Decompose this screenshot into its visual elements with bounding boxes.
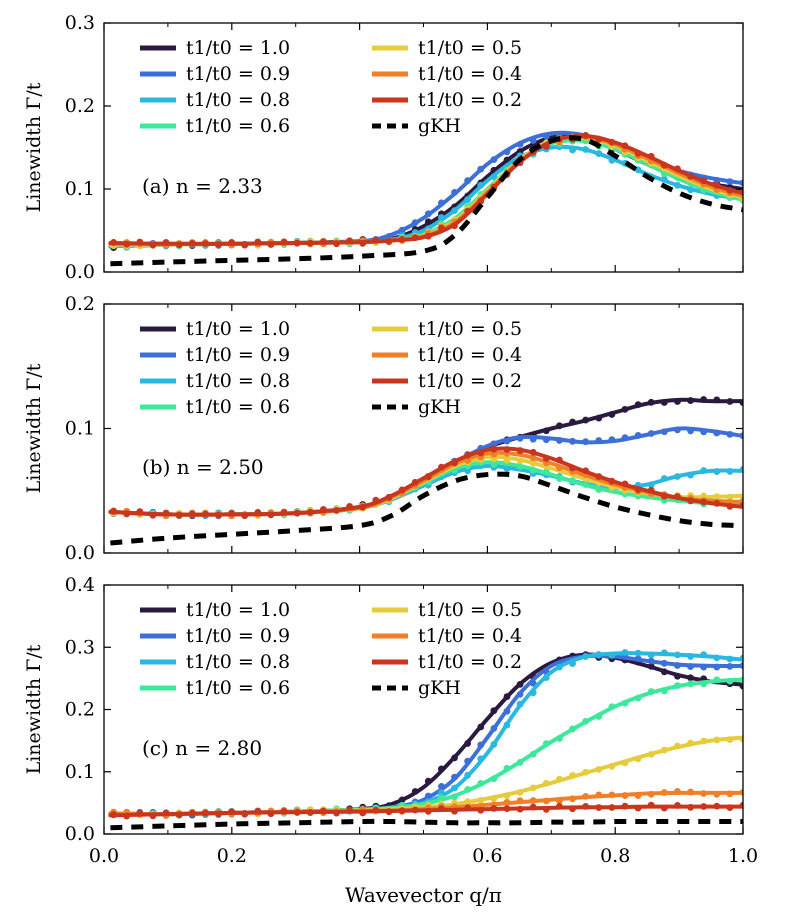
x-tick-label: 0.8: [600, 845, 630, 867]
legend-label: t1/t0 = 0.9: [186, 625, 290, 647]
y-tick-label: 0.4: [65, 574, 95, 596]
y-tick-label: 0.2: [65, 95, 95, 117]
series-line-gkh: [110, 818, 743, 831]
legend-label: t1/t0 = 0.4: [418, 625, 522, 647]
x-tick-label: 0.0: [89, 845, 119, 867]
legend-label: t1/t0 = 0.9: [186, 344, 290, 366]
y-tick-label: 0.2: [65, 293, 95, 315]
y-tick-label: 0.1: [65, 178, 95, 200]
series-line-gkh: [110, 471, 743, 546]
legend-label: t1/t0 = 0.5: [418, 37, 522, 59]
series-line: [108, 804, 743, 818]
y-axis-label: Linewidth Γ/t: [23, 82, 45, 212]
plot-area: [108, 649, 743, 831]
legend-label: t1/t0 = 0.6: [186, 396, 290, 418]
legend-label: gKH: [418, 115, 461, 137]
legend-label: t1/t0 = 0.8: [186, 370, 290, 392]
panel-annotation: (b) n = 2.50: [142, 455, 264, 479]
plot-area: [108, 396, 743, 546]
y-tick-label: 0.3: [65, 12, 95, 34]
panel-annotation: (a) n = 2.33: [142, 174, 263, 198]
legend-label: gKH: [418, 396, 461, 418]
legend-label: gKH: [418, 677, 461, 699]
panel-c: 0.0 0.2 0.4 0.6 0.8 1.0 0.0 0.1 0.2 0.3 0.4 Linewid…: [23, 574, 758, 907]
panel-annotation: (c) n = 2.80: [142, 736, 262, 760]
legend-label: t1/t0 = 0.8: [186, 651, 290, 673]
y-tick-label: 0.0: [65, 261, 95, 283]
legend-label: t1/t0 = 1.0: [186, 318, 290, 340]
y-tick-label: 0.2: [65, 699, 95, 721]
legend-label: t1/t0 = 0.2: [418, 370, 522, 392]
plot-area: [108, 130, 743, 267]
legend-label: t1/t0 = 1.0: [186, 37, 290, 59]
y-tick-label: 0.1: [65, 761, 95, 783]
panel-a: 0.0 0.1 0.2 0.3 Linewidth Γ/t (a) n = 2.33 t1/…: [23, 12, 744, 283]
y-tick-label: 0.0: [65, 542, 95, 564]
legend-label: t1/t0 = 0.9: [186, 63, 290, 85]
legend: t1/t0 = 1.0 t1/t0 = 0.9 t1/t0 = 0.8 t1/t0 =…: [140, 599, 522, 699]
legend: t1/t0 = 1.0 t1/t0 = 0.9 t1/t0 = 0.8 t1/t0 =…: [140, 37, 522, 137]
x-axis-label: Wavevector q/π: [345, 883, 502, 907]
series-line-gkh: [110, 135, 743, 267]
panel-b: 0.0 0.1 0.2 Linewidth Γ/t (b) n = 2.50 t1/t0 …: [23, 293, 744, 564]
x-tick-label: 0.6: [472, 845, 502, 867]
legend-label: t1/t0 = 1.0: [186, 599, 290, 621]
x-tick-label: 0.4: [344, 845, 374, 867]
legend-label: t1/t0 = 0.2: [418, 651, 522, 673]
legend-label: t1/t0 = 0.6: [186, 677, 290, 699]
legend-label: t1/t0 = 0.4: [418, 344, 522, 366]
legend-label: t1/t0 = 0.5: [418, 318, 522, 340]
y-tick-label: 0.0: [65, 823, 95, 845]
x-tick-label: 0.2: [217, 845, 247, 867]
legend: t1/t0 = 1.0 t1/t0 = 0.9 t1/t0 = 0.8 t1/t0 =…: [140, 318, 522, 418]
y-axis-label: Linewidth Γ/t: [23, 363, 45, 493]
axes-frame: [103, 584, 744, 835]
legend-label: t1/t0 = 0.2: [418, 89, 522, 111]
y-tick-label: 0.3: [65, 636, 95, 658]
legend-label: t1/t0 = 0.5: [418, 599, 522, 621]
legend-label: t1/t0 = 0.6: [186, 115, 290, 137]
legend-label: t1/t0 = 0.8: [186, 89, 290, 111]
x-tick-label: 1.0: [728, 845, 758, 867]
y-axis-label: Linewidth Γ/t: [23, 644, 45, 774]
y-tick-label: 0.1: [65, 418, 95, 440]
series-line: [108, 446, 743, 517]
legend-label: t1/t0 = 0.4: [418, 63, 522, 85]
